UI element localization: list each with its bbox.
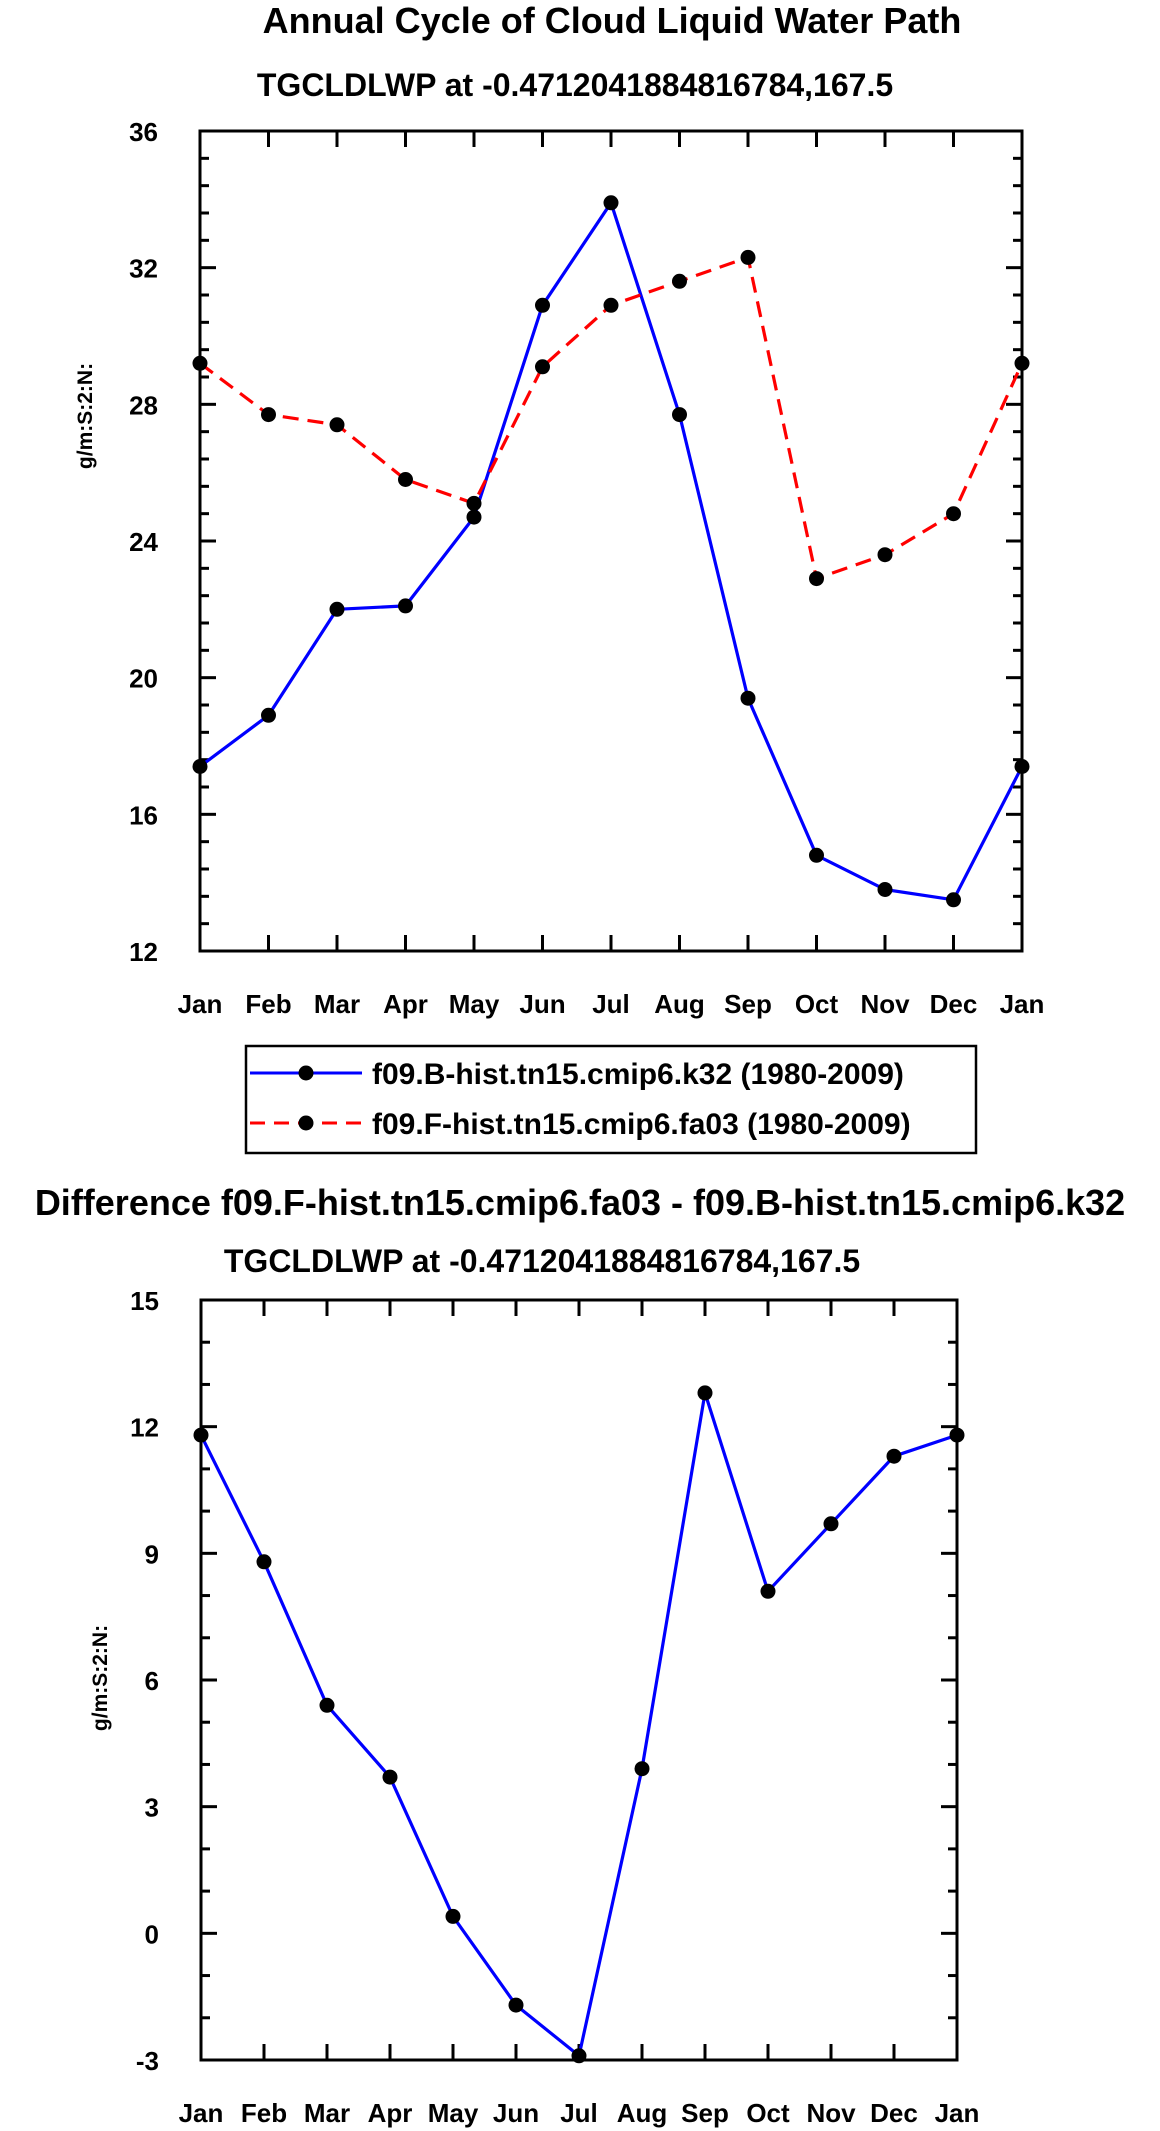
x-axis-ticks: Jan Feb Mar Apr May Jun Jul Aug Sep Oct … (179, 2098, 980, 2128)
data-point (445, 1908, 461, 1924)
x-tick-label: Jan (1000, 989, 1045, 1019)
data-point (740, 249, 756, 265)
x-tick-label: Sep (681, 2098, 729, 2128)
data-point (760, 1583, 776, 1599)
data-point (535, 359, 550, 375)
y-tick-label: 32 (129, 254, 158, 284)
data-point (672, 407, 687, 423)
data-point (398, 598, 413, 614)
y-tick-label: 12 (130, 1413, 159, 1443)
data-point (823, 1516, 839, 1532)
y-tick-label: 15 (130, 1286, 159, 1316)
x-tick-label: Jan (178, 989, 223, 1019)
difference-chart: Difference f09.F-hist.tn15.cmip6.fa03 - … (35, 1182, 1125, 2128)
x-tick-label: Jun (493, 2098, 539, 2128)
x-tick-label: Apr (368, 2098, 413, 2128)
y-axis-label: g/m:S:2:N: (89, 1625, 112, 1731)
x-tick-label: Oct (746, 2098, 790, 2128)
y-axis-ticks: -3 0 3 6 9 12 15 (130, 1286, 159, 2076)
data-point (672, 273, 687, 289)
data-point (946, 506, 961, 522)
y-tick-label: 3 (145, 1793, 159, 1823)
x-tick-label: Mar (304, 2098, 350, 2128)
x-tick-label: Feb (245, 989, 291, 1019)
data-point (382, 1769, 398, 1785)
data-point (809, 847, 824, 863)
legend-entry: f09.F-hist.tn15.cmip6.fa03 (1980-2009) (250, 1108, 911, 1141)
y-tick-label: 6 (145, 1666, 159, 1696)
series-layer (193, 1385, 965, 2064)
x-tick-label: Jul (560, 2098, 598, 2128)
data-point (946, 892, 961, 908)
x-tick-label: Nov (860, 989, 910, 1019)
data-point (740, 690, 756, 706)
y-tick-label: 28 (129, 390, 158, 420)
data-point (697, 1385, 713, 1401)
x-tick-label: Dec (930, 989, 978, 1019)
y-tick-label: 9 (145, 1539, 159, 1569)
x-tick-label: Jun (519, 989, 565, 1019)
data-point (634, 1761, 650, 1777)
series-line-0 (199, 1391, 958, 2058)
x-axis-ticks: Jan Feb Mar Apr May Jun Jul Aug Sep Oct … (178, 989, 1045, 1019)
x-tick-label: Jan (179, 2098, 224, 2128)
data-point (535, 297, 550, 313)
y-tick-label: 0 (145, 1919, 159, 1949)
legend-label: f09.F-hist.tn15.cmip6.fa03 (1980-2009) (372, 1108, 911, 1141)
x-tick-label: Aug (617, 2098, 668, 2128)
data-point (603, 297, 619, 313)
legend-entry: f09.B-hist.tn15.cmip6.k32 (1980-2009) (250, 1058, 904, 1091)
y-tick-label: 20 (129, 664, 158, 694)
y-tick-label: -3 (136, 2046, 159, 2076)
x-tick-label: Apr (383, 989, 428, 1019)
x-tick-label: Mar (314, 989, 360, 1019)
y-tick-label: 16 (129, 800, 158, 830)
data-point (319, 1697, 335, 1713)
series-layer (192, 195, 1030, 908)
chart-subtitle: TGCLDLWP at -0.4712041884816784,167.5 (257, 67, 893, 103)
data-point (508, 1997, 524, 2013)
data-point (886, 1448, 902, 1464)
y-tick-label: 24 (129, 527, 158, 557)
x-tick-label: Dec (870, 2098, 918, 2128)
x-tick-label: Oct (795, 989, 839, 1019)
data-point (877, 547, 893, 563)
data-point (261, 407, 276, 423)
x-tick-label: Sep (724, 989, 772, 1019)
x-tick-label: May (428, 2098, 479, 2128)
legend-label: f09.B-hist.tn15.cmip6.k32 (1980-2009) (372, 1058, 904, 1091)
y-tick-label: 36 (129, 117, 158, 147)
legend-marker (298, 1065, 314, 1081)
legend-box (244, 1044, 978, 1155)
data-point (466, 495, 482, 511)
x-tick-label: Jul (592, 989, 630, 1019)
data-point (329, 417, 345, 433)
data-point (398, 472, 413, 487)
data-point (466, 509, 482, 525)
y-axis-label: g/m:S:2:N: (74, 363, 97, 469)
x-tick-label: Aug (654, 989, 705, 1019)
x-tick-label: Feb (241, 2098, 287, 2128)
legend: f09.B-hist.tn15.cmip6.k32 (1980-2009) f0… (244, 1044, 978, 1155)
legend-marker (298, 1115, 314, 1131)
y-tick-label: 12 (129, 937, 158, 967)
tick-marks (198, 129, 1024, 953)
x-tick-label: Nov (806, 2098, 856, 2128)
y-axis-ticks: 12 16 20 24 28 32 36 (129, 117, 158, 967)
data-point (603, 195, 619, 211)
plot-frame (198, 129, 1024, 953)
annual-cycle-chart: Annual Cycle of Cloud Liquid Water Path … (74, 0, 1045, 1155)
data-point (877, 882, 893, 897)
data-point (256, 1554, 272, 1570)
chart-title: Annual Cycle of Cloud Liquid Water Path (263, 0, 962, 41)
data-point (329, 601, 345, 617)
x-tick-label: May (449, 989, 500, 1019)
data-point (261, 707, 276, 723)
x-tick-label: Jan (935, 2098, 980, 2128)
chart-title: Difference f09.F-hist.tn15.cmip6.fa03 - … (35, 1182, 1125, 1223)
plot-frame (199, 1298, 959, 2062)
data-point (809, 571, 824, 587)
chart-subtitle: TGCLDLWP at -0.4712041884816784,167.5 (224, 1243, 860, 1279)
